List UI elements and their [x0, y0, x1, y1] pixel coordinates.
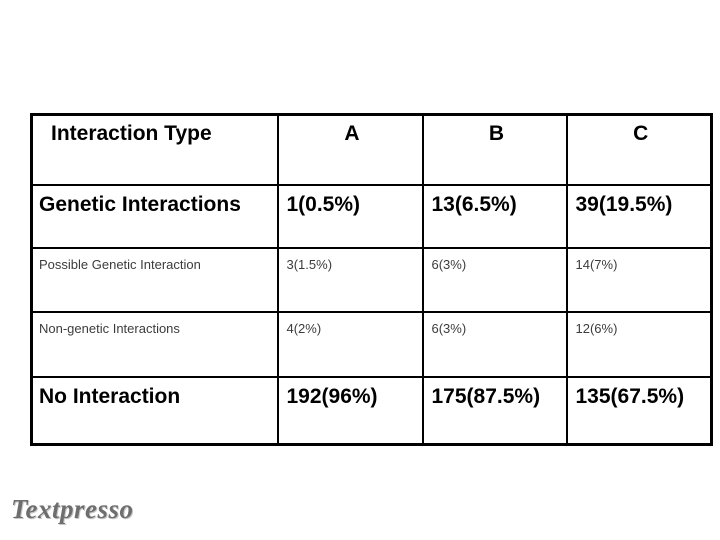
results-table: Interaction Type A B C Genetic Interacti… [30, 113, 713, 446]
row-label: Non-genetic Interactions [30, 310, 279, 378]
value-cell: 4(2%) [276, 310, 424, 378]
value-cell: 6(3%) [421, 246, 568, 313]
header-col-a: A [276, 113, 424, 186]
table-row-possible-genetic-interaction: Possible Genetic Interaction 3(1.5%) 6(3… [30, 246, 713, 313]
value-cell: 6(3%) [421, 310, 568, 378]
value-cell: 175(87.5%) [421, 375, 568, 446]
table-row-genetic-interactions: Genetic Interactions 1(0.5%) 13(6.5%) 39… [30, 183, 713, 249]
row-label: Genetic Interactions [30, 183, 279, 249]
textpresso-logo: Textpresso [11, 494, 134, 524]
value-cell: 135(67.5%) [565, 375, 713, 446]
header-interaction-type: Interaction Type [30, 113, 279, 186]
value-cell: 192(96%) [276, 375, 424, 446]
header-col-b: B [421, 113, 568, 186]
value-cell: 13(6.5%) [421, 183, 568, 249]
value-cell: 12(6%) [565, 310, 713, 378]
header-col-c: C [565, 113, 713, 186]
row-label: No Interaction [30, 375, 279, 446]
table-row-no-interaction: No Interaction 192(96%) 175(87.5%) 135(6… [30, 375, 713, 446]
table-row-non-genetic-interactions: Non-genetic Interactions 4(2%) 6(3%) 12(… [30, 310, 713, 378]
value-cell: 1(0.5%) [276, 183, 424, 249]
value-cell: 14(7%) [565, 246, 713, 313]
value-cell: 39(19.5%) [565, 183, 713, 249]
value-cell: 3(1.5%) [276, 246, 424, 313]
table-header-row: Interaction Type A B C [30, 113, 713, 186]
row-label: Possible Genetic Interaction [30, 246, 279, 313]
